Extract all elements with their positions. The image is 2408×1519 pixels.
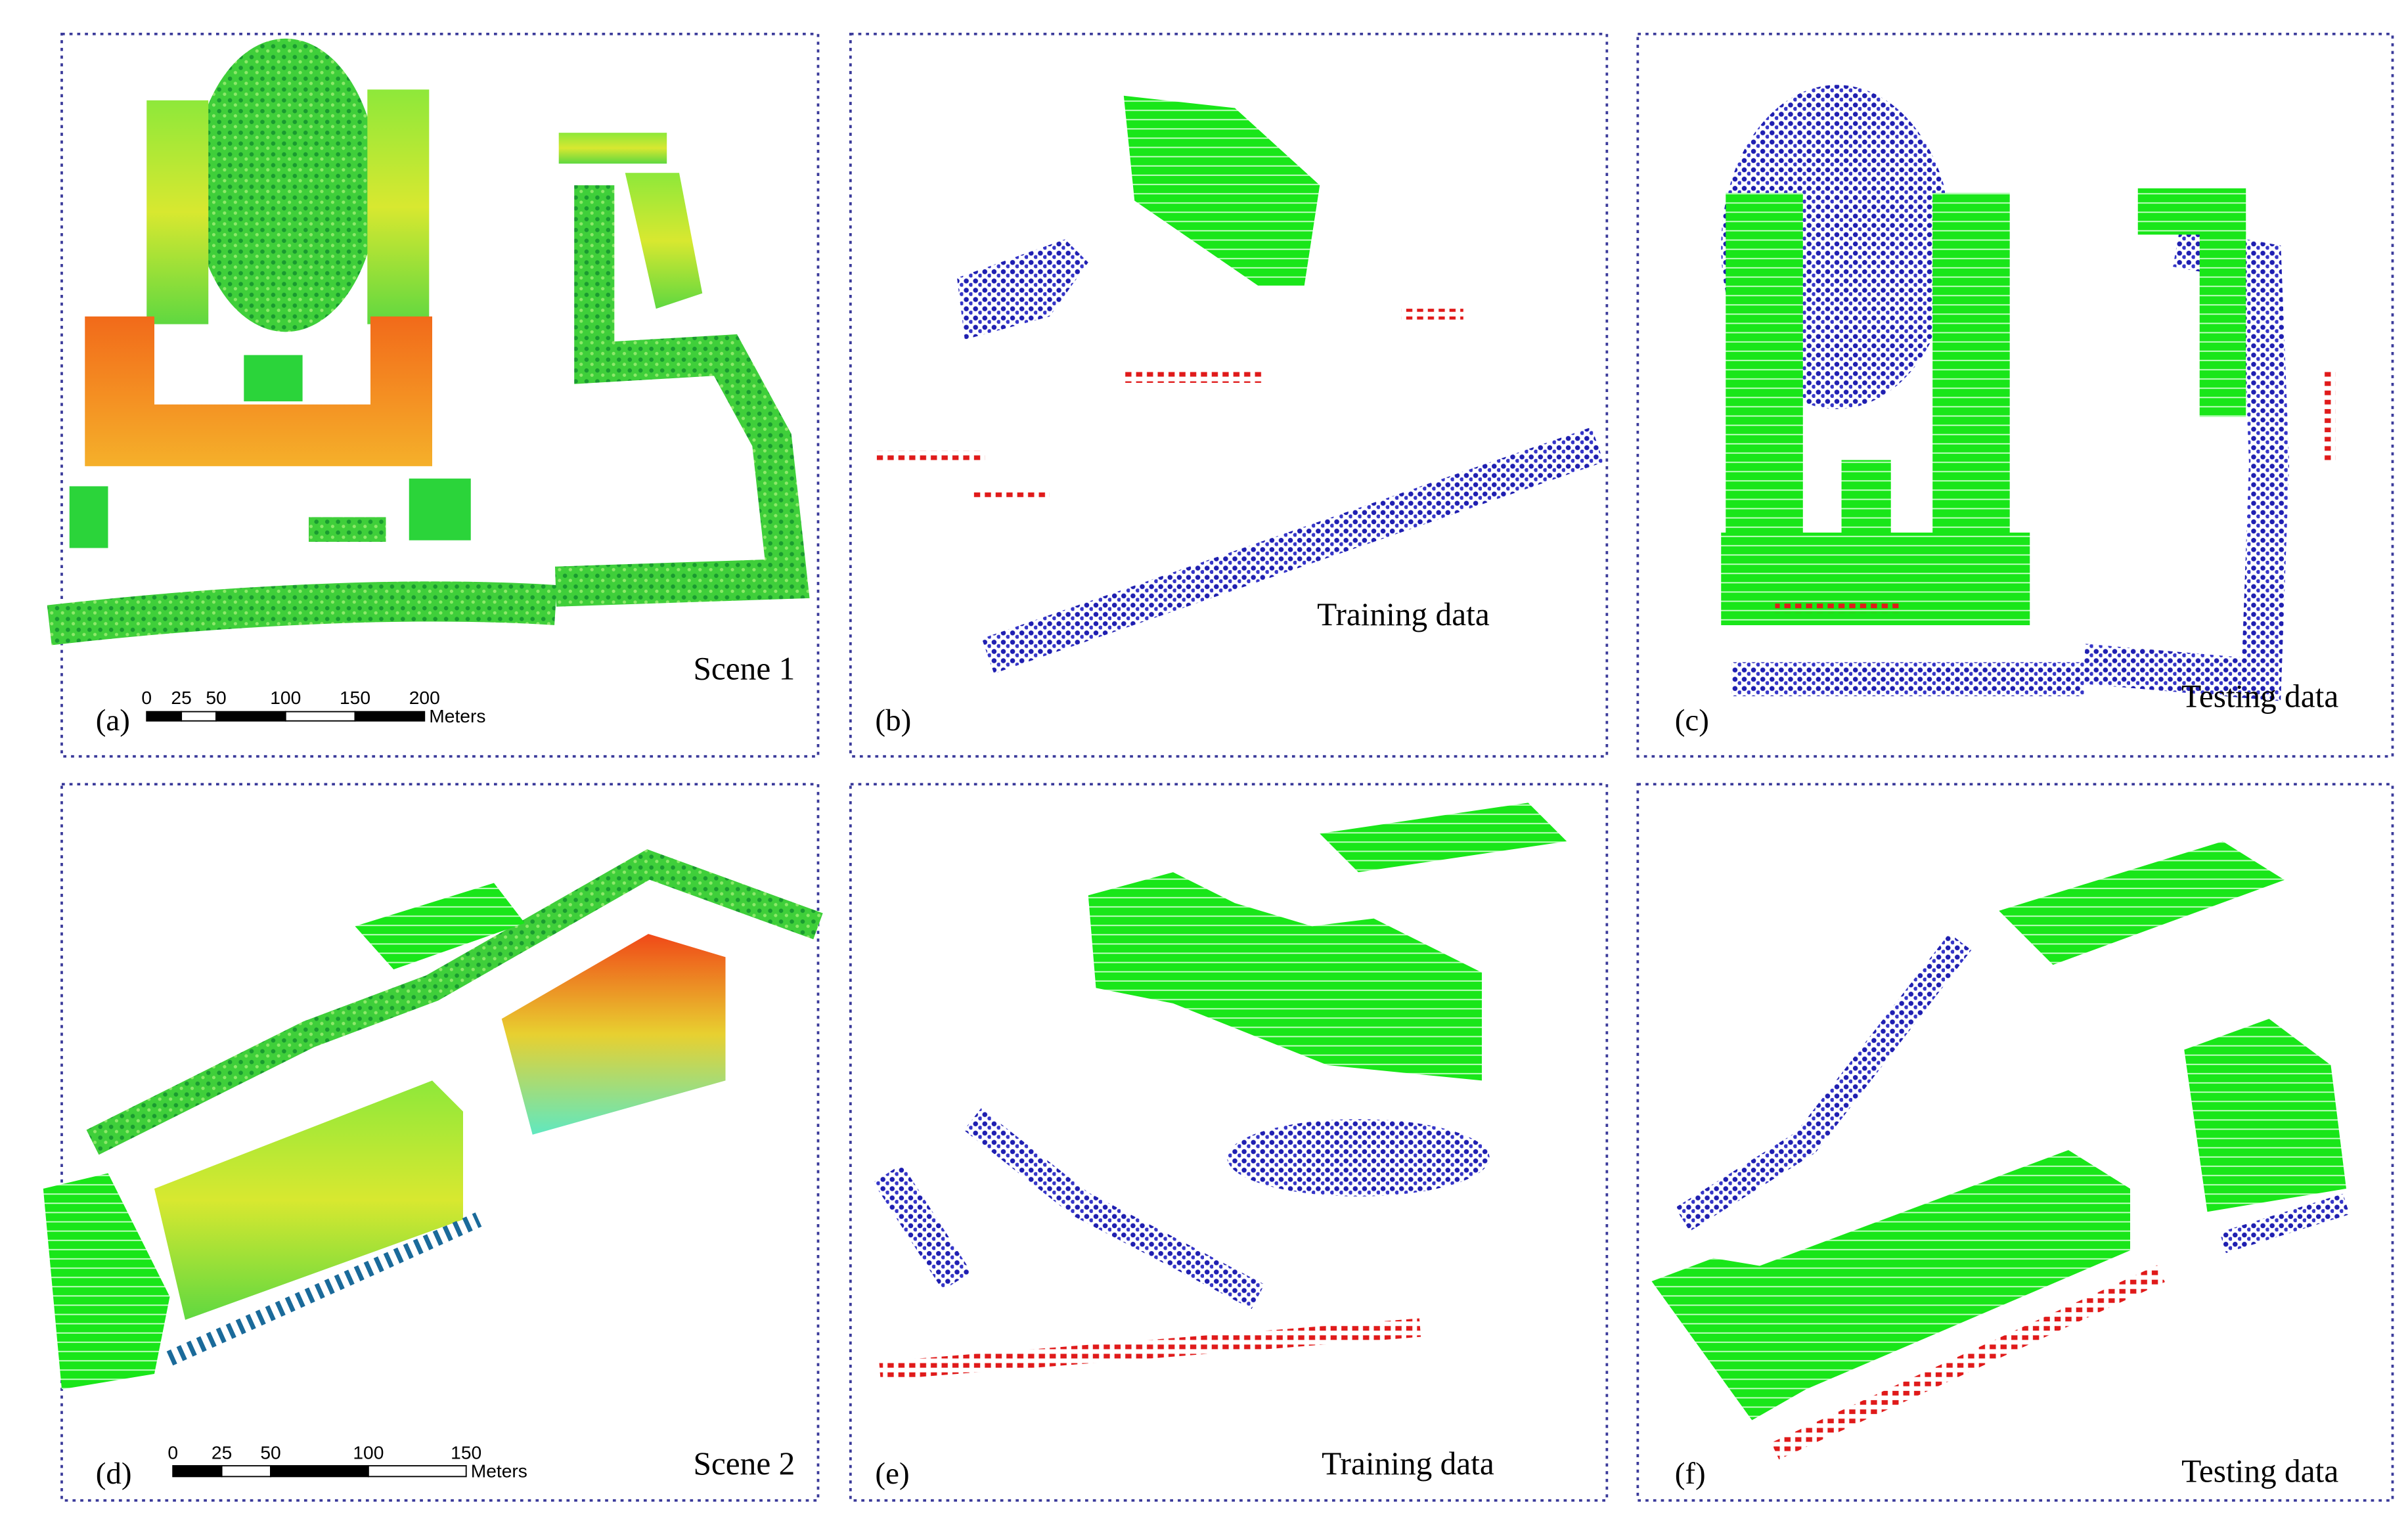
scale-segment	[270, 1464, 369, 1478]
cars	[876, 451, 985, 464]
scale-tick-label: 150	[451, 1442, 481, 1463]
panel-frame	[1636, 783, 2394, 1502]
panel-label: (b)	[875, 703, 911, 737]
building	[146, 100, 209, 324]
building	[625, 173, 703, 309]
panel-frame	[60, 783, 820, 1502]
cars	[2323, 370, 2336, 464]
cars	[1401, 309, 1463, 320]
scale-tick-label: 100	[353, 1442, 384, 1463]
cars	[879, 1318, 1421, 1380]
cars	[1775, 602, 1899, 613]
building	[355, 883, 525, 970]
panel-caption: Training data	[1322, 1445, 1494, 1482]
scale-segment	[367, 1464, 467, 1478]
building	[154, 1080, 463, 1320]
building	[85, 316, 432, 466]
building	[1123, 95, 1320, 286]
panel-frame	[849, 783, 1609, 1502]
cars	[1771, 1265, 2165, 1460]
cars	[309, 517, 386, 542]
scale-segment	[146, 711, 183, 722]
scale-tick-label: 25	[212, 1442, 232, 1463]
building	[43, 1173, 170, 1390]
trees	[964, 1108, 1265, 1310]
trees	[957, 239, 1088, 340]
cars	[166, 1212, 482, 1366]
scale-unit: Meters	[429, 705, 485, 726]
point-cloud	[876, 95, 1604, 674]
scale-tick-label: 0	[167, 1442, 178, 1463]
scale-segment	[221, 1464, 271, 1478]
building	[558, 133, 667, 164]
building	[2137, 188, 2246, 235]
building	[367, 89, 430, 324]
scale-segment	[354, 711, 426, 722]
scale-tick-label: 200	[409, 687, 440, 708]
panel-label: (f)	[1675, 1457, 1706, 1491]
cars	[972, 491, 1050, 500]
building	[1841, 460, 1891, 538]
trees	[86, 849, 823, 1155]
scale-tick-label: 25	[171, 687, 191, 708]
building	[69, 486, 108, 548]
trees	[2219, 1193, 2350, 1253]
panel-label: (a)	[96, 703, 130, 737]
scale-unit: Meters	[471, 1461, 527, 1482]
trees	[554, 185, 810, 607]
panel-caption: Scene 1	[693, 650, 795, 686]
panel-label: (c)	[1675, 703, 1709, 737]
trees	[47, 581, 557, 646]
panel-label: (e)	[875, 1457, 909, 1491]
building	[2184, 1019, 2346, 1212]
building	[501, 934, 726, 1135]
panel-caption: Testing data	[2181, 1453, 2338, 1489]
panel-caption: Testing data	[2181, 678, 2338, 715]
scale-tick-label: 0	[141, 687, 152, 708]
scale-tick-label: 100	[270, 687, 301, 708]
scale-tick-label: 50	[260, 1442, 280, 1463]
panel-frame	[849, 32, 1609, 758]
building	[1651, 1150, 2130, 1420]
building	[244, 355, 303, 402]
building	[409, 478, 471, 540]
panel-frame	[1636, 32, 2394, 758]
building	[1088, 872, 1482, 1081]
building	[1320, 803, 1567, 873]
scale-tick-label: 50	[206, 687, 226, 708]
scale-segment	[172, 1464, 223, 1478]
point-cloud	[1721, 85, 2336, 701]
panel-frame	[60, 32, 820, 758]
trees	[873, 1164, 971, 1290]
scale-tick-label: 150	[340, 687, 370, 708]
point-cloud	[47, 38, 810, 646]
panel-caption: Training data	[1317, 596, 1490, 632]
trees	[1675, 933, 1972, 1231]
point-cloud	[1651, 841, 2350, 1460]
building	[1999, 841, 2285, 965]
building	[2199, 231, 2246, 417]
panel-label: (d)	[96, 1457, 132, 1491]
panel-caption: Scene 2	[693, 1445, 795, 1482]
point-cloud	[873, 803, 1567, 1380]
trees	[192, 38, 378, 332]
cars	[1123, 370, 1263, 383]
scale-segment	[181, 711, 217, 722]
trees	[981, 427, 1604, 674]
scale-segment	[215, 711, 286, 722]
trees	[1227, 1119, 1490, 1197]
scale-segment	[284, 711, 356, 722]
point-cloud	[43, 849, 823, 1390]
